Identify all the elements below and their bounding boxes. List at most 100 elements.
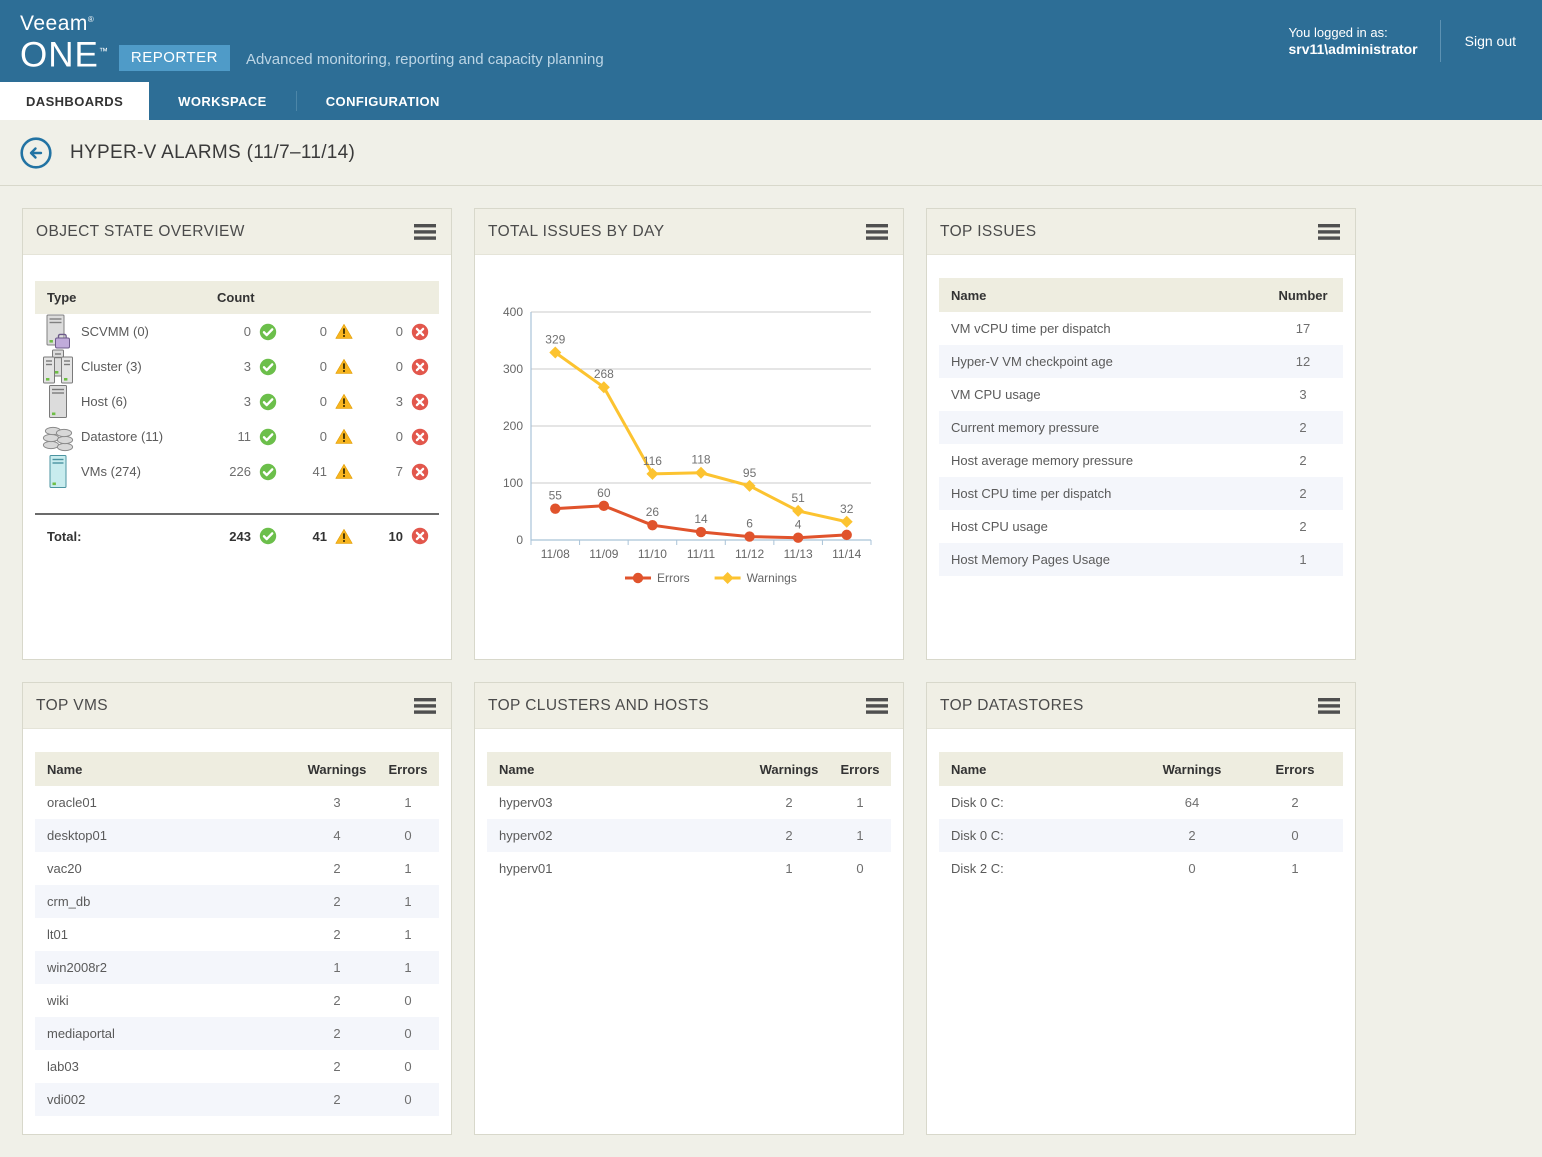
issue-number: 2: [1299, 420, 1307, 435]
cluster-icon: [35, 349, 81, 385]
panel-header: TOP CLUSTERS AND HOSTS: [475, 683, 903, 729]
table-row[interactable]: lab03 2 0: [35, 1050, 439, 1083]
table-row[interactable]: hyperv01 1 0: [487, 852, 891, 885]
table-row[interactable]: mediaportal 2 0: [35, 1017, 439, 1050]
table-row[interactable]: Disk 2 C: 0 1: [939, 852, 1343, 885]
error-icon: [411, 527, 429, 546]
table-row[interactable]: VM vCPU time per dispatch 17: [939, 312, 1343, 345]
errors-count: 1: [404, 927, 412, 942]
table-row[interactable]: Cluster (3) 3 0 0: [35, 349, 439, 384]
column-header-name: Name: [47, 761, 83, 777]
object-type-label: SCVMM (0): [81, 324, 149, 339]
header-divider: [1439, 20, 1441, 62]
table-row[interactable]: vac20 2 1: [35, 852, 439, 885]
table-row[interactable]: Host CPU time per dispatch 2: [939, 477, 1343, 510]
errors-count: 1: [404, 861, 412, 876]
status-count: 0: [319, 429, 327, 444]
table-row[interactable]: win2008r2 1 1: [35, 951, 439, 984]
host-name: hyperv02: [499, 828, 553, 843]
back-button[interactable]: [19, 136, 53, 170]
vm-name: win2008r2: [47, 960, 107, 975]
table-row[interactable]: Current memory pressure 2: [939, 411, 1343, 444]
table-row[interactable]: crm_db 2 1: [35, 885, 439, 918]
tagline: Advanced monitoring, reporting and capac…: [245, 50, 604, 68]
panel-menu-icon[interactable]: [412, 222, 438, 242]
vm-name: vdi002: [47, 1092, 86, 1107]
status-count: 0: [395, 324, 403, 339]
warnings-count: 2: [785, 795, 793, 810]
column-header-warnings: Warnings: [1162, 761, 1222, 777]
table-row[interactable]: Hyper-V VM checkpoint age 12: [939, 345, 1343, 378]
table-header: Name Warnings Errors: [939, 752, 1343, 786]
column-header-number: Number: [1278, 287, 1328, 303]
table-row[interactable]: Disk 0 C: 2 0: [939, 819, 1343, 852]
reporter-badge: REPORTER: [118, 44, 230, 71]
panel-menu-icon[interactable]: [1316, 696, 1342, 716]
ok-icon: [259, 462, 277, 481]
svg-text:300: 300: [503, 362, 523, 376]
status-count: 11: [237, 429, 252, 444]
panel-top-vms: TOP VMS Name Warnings Errors oracle01 3 1 d…: [22, 682, 452, 1135]
tab-configuration[interactable]: CONFIGURATION: [325, 93, 440, 109]
table-row[interactable]: oracle01 3 1: [35, 786, 439, 819]
panel-menu-icon[interactable]: [412, 696, 438, 716]
nav-divider: [295, 91, 297, 111]
brand-one: ONE™: [20, 35, 109, 73]
table-row[interactable]: Host CPU usage 2: [939, 510, 1343, 543]
object-type-label: Host (6): [81, 394, 128, 409]
issue-number: 2: [1299, 486, 1307, 501]
host-icon: [35, 384, 81, 420]
errors-count: 0: [404, 993, 412, 1008]
panel-menu-icon[interactable]: [864, 222, 890, 242]
host-name: hyperv03: [499, 795, 553, 810]
table-row[interactable]: Host (6) 3 0 3: [35, 384, 439, 419]
object-type-label: Datastore (11): [81, 429, 164, 444]
svg-text:11/13: 11/13: [784, 547, 813, 561]
panel-title: TOP VMS: [36, 696, 108, 714]
issue-number: 12: [1295, 354, 1311, 369]
sign-out-button[interactable]: Sign out: [1464, 33, 1516, 49]
warnings-count: 3: [333, 795, 341, 810]
panel-menu-icon[interactable]: [1316, 222, 1342, 242]
column-header-errors: Errors: [388, 761, 428, 777]
table-row[interactable]: Datastore (11) 11 0 0: [35, 419, 439, 454]
panel-menu-icon[interactable]: [864, 696, 890, 716]
table-row[interactable]: Host Memory Pages Usage 1: [939, 543, 1343, 576]
table-row[interactable]: Host average memory pressure 2: [939, 444, 1343, 477]
tab-dashboards[interactable]: DASHBOARDS: [0, 82, 150, 120]
svg-text:14: 14: [694, 512, 708, 526]
table-row[interactable]: SCVMM (0) 0 0 0: [35, 314, 439, 349]
main-nav: DASHBOARDS WORKSPACE CONFIGURATION: [0, 82, 1542, 120]
panel-header: TOTAL ISSUES BY DAY: [475, 209, 903, 255]
issue-number: 2: [1299, 453, 1307, 468]
table-row[interactable]: hyperv02 2 1: [487, 819, 891, 852]
login-area: You logged in as: srv11\administrator Si…: [1288, 0, 1542, 82]
table-row[interactable]: vdi002 2 0: [35, 1083, 439, 1116]
tab-workspace[interactable]: WORKSPACE: [178, 93, 267, 109]
brand-veeam: Veeam®: [20, 9, 604, 35]
table-row[interactable]: wiki 2 0: [35, 984, 439, 1017]
table-row[interactable]: VMs (274) 226 41 7: [35, 454, 439, 489]
warning-icon: [335, 462, 353, 481]
vm-name: vac20: [47, 861, 82, 876]
panel-top-clusters: TOP CLUSTERS AND HOSTS Name Warnings Err…: [474, 682, 904, 1135]
svg-text:11/11: 11/11: [687, 547, 716, 561]
status-count: 10: [388, 528, 403, 544]
table-row[interactable]: VM CPU usage 3: [939, 378, 1343, 411]
status-count: 0: [319, 359, 327, 374]
issues-by-day-chart: 0 100 200 300 400 11/08 11/09 11/10 11/11 11/12 11…: [475, 255, 903, 598]
issue-number: 1: [1299, 552, 1307, 567]
svg-text:400: 400: [503, 305, 523, 319]
panel-title: TOP DATASTORES: [940, 696, 1084, 714]
svg-text:60: 60: [597, 486, 611, 500]
warnings-count: 2: [785, 828, 793, 843]
issue-number: 17: [1295, 321, 1311, 336]
errors-count: 0: [856, 861, 864, 876]
table-row[interactable]: lt01 2 1: [35, 918, 439, 951]
table-row[interactable]: desktop01 4 0: [35, 819, 439, 852]
table-row[interactable]: Disk 0 C: 64 2: [939, 786, 1343, 819]
svg-text:55: 55: [549, 489, 563, 503]
table-row[interactable]: hyperv03 2 1: [487, 786, 891, 819]
vm-name: wiki: [47, 993, 69, 1008]
svg-text:118: 118: [691, 453, 710, 467]
